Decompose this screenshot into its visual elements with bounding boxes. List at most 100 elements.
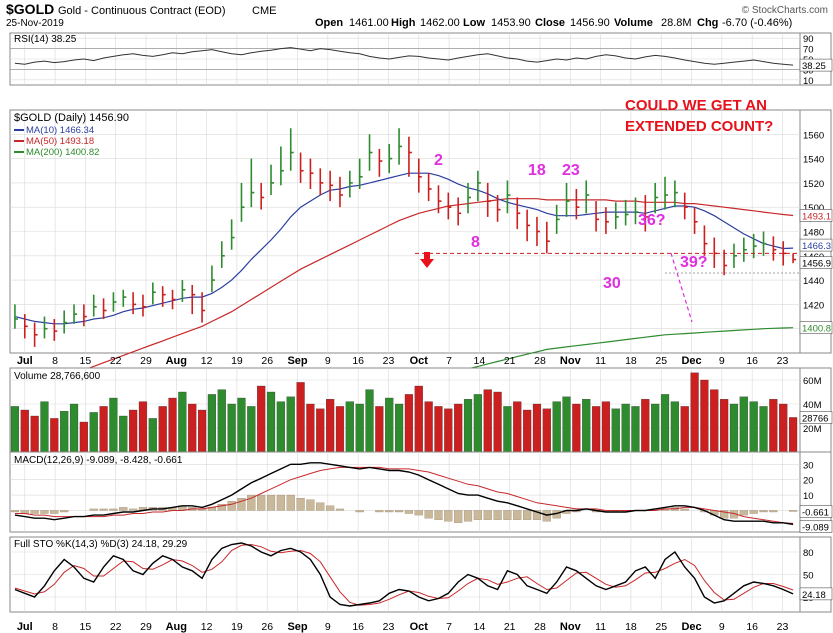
x-tick-label: Aug	[166, 355, 187, 367]
last-value-box	[799, 505, 833, 518]
y-tick-label: 60M	[803, 376, 822, 387]
sto-k-line	[14, 542, 794, 607]
x-tick-label: 9	[719, 621, 725, 633]
macd-histogram-bar	[493, 510, 502, 520]
macd-histogram-bar	[276, 494, 285, 511]
last-value-label: 1493.1	[802, 211, 831, 222]
x-tick-label: 29	[140, 621, 152, 633]
volume-bar	[286, 396, 295, 453]
volume-bar	[89, 412, 98, 453]
x-tick-label: 22	[110, 355, 122, 367]
volume-bar	[483, 389, 492, 453]
x-axis: Jul Jul 8 8 15 15 22 22 29 29 Aug Aug 12 12 19 19 26 26 Se…	[17, 355, 789, 633]
volume-bar	[621, 403, 630, 453]
sto-legend: Full STO %K(14,3) %D(3) 24.18, 29.29	[14, 539, 188, 550]
y-tick-label: 1520	[803, 179, 824, 190]
volume-bar	[394, 403, 404, 453]
x-tick-label: Dec	[681, 621, 701, 633]
volume-bar	[40, 401, 49, 453]
volume-bar	[651, 403, 660, 453]
x-tick-label: 29	[140, 355, 152, 367]
volume-bar	[414, 385, 423, 453]
open-label: Open	[315, 17, 343, 29]
watermark: © StockCharts.com	[742, 5, 828, 16]
x-tick-label: 16	[352, 355, 364, 367]
volume-bar	[532, 403, 542, 453]
macd-histogram-bar	[50, 510, 59, 514]
y-tick-label: 40M	[803, 400, 822, 411]
last-value-label: 24.18	[802, 590, 826, 601]
macd-histogram-bar	[266, 494, 276, 511]
macd-histogram-bar	[40, 510, 49, 514]
macd-histogram-bar	[483, 510, 492, 520]
volume-bar	[79, 421, 88, 453]
x-tick-label: 19	[231, 621, 243, 633]
y-tick-label: 50	[803, 571, 814, 582]
volume-bar	[680, 406, 689, 453]
volume-bar	[779, 403, 788, 453]
volume-bar	[197, 409, 207, 453]
volume-bar	[503, 406, 512, 453]
y-tick-label: 1500	[803, 203, 824, 214]
macd-histogram-bar	[355, 510, 364, 513]
chart-date: 25-Nov-2019	[6, 18, 64, 29]
macd-histogram-bar	[247, 494, 256, 511]
sto-d-line	[14, 543, 794, 606]
volume-bar	[158, 406, 167, 453]
volume-bar	[572, 403, 581, 453]
x-tick-label: Sep	[287, 355, 307, 367]
volume-bar	[749, 401, 758, 453]
volume-bar	[138, 401, 148, 453]
volume-bar	[316, 408, 325, 453]
high-label: High	[391, 17, 416, 29]
chg-label: Chg	[697, 17, 718, 29]
x-tick-label: 7	[446, 621, 452, 633]
last-value-box	[799, 209, 833, 222]
last-value-box	[799, 256, 833, 269]
x-tick-label: Jul	[17, 355, 33, 367]
volume-bar	[345, 401, 354, 453]
x-tick-label: Sep	[287, 621, 307, 633]
x-tick-label: Dec	[681, 355, 701, 367]
open-value: 1461.00	[349, 17, 389, 29]
y-tick-label: 80	[803, 548, 814, 559]
last-value-box	[799, 587, 833, 601]
x-tick-label: 25	[655, 621, 667, 633]
macd-histogram-bar	[385, 510, 394, 513]
volume-bar	[523, 409, 532, 453]
x-tick-label: 21	[504, 355, 516, 367]
volume-bar	[582, 399, 591, 453]
volume-bar	[670, 401, 679, 453]
annotation-39: 39?	[680, 254, 708, 271]
x-tick-label: 19	[231, 355, 243, 367]
volume-bar	[10, 406, 20, 453]
last-value-label: 38.25	[802, 61, 826, 72]
volume-bar	[355, 403, 364, 453]
volume-bar	[434, 406, 443, 453]
volume-bar	[178, 391, 187, 453]
annotation-8: 8	[471, 234, 480, 251]
x-tick-label: Nov	[560, 355, 582, 367]
y-tick-label: 1480	[803, 228, 824, 239]
macd-histogram-bar	[414, 510, 423, 516]
x-tick-label: 11	[595, 355, 606, 367]
macd-histogram-bar	[523, 510, 532, 520]
volume-bar	[129, 409, 138, 453]
macd-histogram-bar	[119, 507, 128, 511]
volume-bar	[227, 403, 236, 453]
volume-bar	[591, 406, 601, 453]
x-tick-label: 21	[504, 621, 516, 633]
volume-bar	[720, 399, 729, 453]
volume-bar	[335, 406, 345, 453]
macd-line	[14, 462, 794, 526]
x-tick-label: 9	[325, 621, 331, 633]
last-value-label: -9.089	[802, 522, 829, 533]
volume-bar	[493, 391, 502, 453]
ma-legend-label: MA(50) 1493.18	[26, 136, 94, 147]
volume-bar	[641, 399, 650, 453]
x-tick-label: 26	[261, 355, 273, 367]
red-arrow-icon	[420, 252, 434, 268]
price-axis-frame	[799, 109, 832, 354]
